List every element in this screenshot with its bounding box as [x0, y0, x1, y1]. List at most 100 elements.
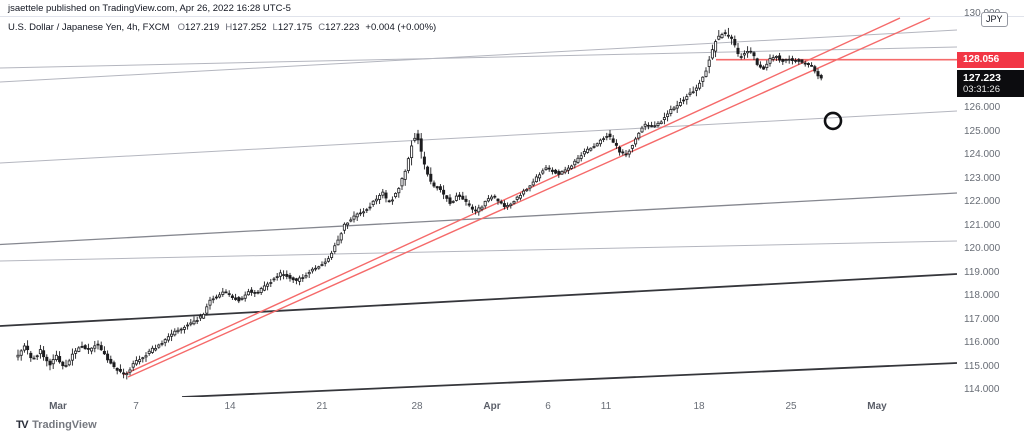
candle-body — [362, 211, 366, 214]
candle-body — [282, 274, 286, 276]
candle-body — [458, 194, 462, 197]
candle-body — [266, 283, 270, 287]
tradingview-logo-text: TradingView — [32, 419, 97, 431]
tradingview-logo[interactable]: TV TradingView — [16, 419, 97, 431]
circle-annotation[interactable] — [823, 111, 843, 131]
price-axis-label-123.000: 123.000 — [964, 172, 1001, 184]
red-trendline-1[interactable] — [122, 17, 901, 376]
candle-body — [691, 91, 695, 94]
candle-body — [669, 109, 673, 114]
candle-body — [195, 320, 199, 322]
candle-body — [688, 92, 692, 95]
candle-body — [566, 167, 570, 171]
candle-body — [742, 53, 746, 56]
candle-body — [288, 275, 292, 279]
channel-line-7[interactable] — [181, 362, 957, 397]
channel-line-6[interactable] — [0, 273, 957, 327]
candle-body — [374, 198, 378, 202]
time-axis-label-6: 6 — [545, 401, 551, 412]
time-axis-label-Apr: Apr — [483, 401, 501, 412]
ohlc-value-H: 127.252 — [232, 22, 267, 33]
candle-body — [717, 35, 721, 40]
candle-body — [314, 267, 318, 270]
candle-body — [19, 350, 23, 356]
symbol-title[interactable]: U.S. Dollar / Japanese Yen, 4h, FXCM — [8, 22, 170, 33]
candle-body — [118, 368, 122, 372]
candle-body — [467, 203, 471, 206]
candle-body — [547, 167, 551, 170]
candle-body — [138, 359, 142, 363]
candle-body — [710, 49, 714, 59]
candle-body — [381, 191, 385, 196]
candle-body — [397, 188, 401, 194]
candle-body — [371, 200, 375, 206]
red-trendline-2[interactable] — [127, 17, 931, 378]
time-axis[interactable]: Mar 7 14 21 28 Apr 6 11 18 25 May — [0, 398, 957, 416]
channel-line-4[interactable] — [0, 192, 957, 246]
candle-body — [227, 293, 231, 295]
candle-body — [589, 147, 593, 151]
candle-body — [506, 205, 510, 208]
ohlc-value-L: 127.175 — [277, 22, 313, 33]
candle-body — [602, 138, 606, 140]
candle-body — [42, 350, 46, 358]
candle-body — [269, 282, 273, 284]
candle-body — [342, 223, 346, 231]
candle-body — [150, 347, 154, 353]
candle-body — [762, 66, 766, 70]
candle-body — [294, 278, 298, 281]
candle-body — [704, 70, 708, 77]
candle-body — [112, 362, 116, 368]
candle-body — [413, 137, 417, 141]
ohlc-value-C: 127.223 — [325, 22, 360, 33]
last-price-value: 127.223 — [963, 72, 1001, 85]
candle-body — [464, 198, 468, 202]
candle-body — [86, 348, 90, 350]
candle-body — [650, 125, 654, 127]
candle-body — [70, 353, 74, 361]
candle-body — [618, 147, 622, 153]
bar-countdown-timer: 03:31:26 — [963, 84, 1000, 96]
candlestick-series — [16, 27, 823, 380]
channel-line-2[interactable] — [0, 46, 957, 69]
candle-body — [349, 219, 353, 222]
channel-line-3[interactable] — [0, 110, 957, 164]
candle-body — [368, 206, 372, 209]
candle-body — [32, 357, 36, 360]
candle-body — [461, 195, 465, 200]
candle-body — [77, 347, 81, 352]
candle-body — [797, 59, 801, 62]
candle-body — [291, 277, 295, 281]
currency-toggle-button[interactable]: JPY — [981, 12, 1008, 27]
candle-body — [544, 167, 548, 170]
candle-body — [74, 350, 78, 354]
candle-body — [278, 272, 282, 277]
candle-body — [83, 345, 87, 350]
time-axis-label-Mar: Mar — [49, 401, 67, 412]
price-axis-label-118.000: 118.000 — [964, 290, 1000, 301]
candle-body — [752, 52, 756, 57]
candle-body — [310, 268, 314, 272]
candle-body — [480, 206, 484, 210]
candle-body — [102, 350, 106, 355]
candle-body — [771, 57, 775, 60]
ohlc-key-C: C — [318, 22, 326, 33]
candle-body — [230, 295, 234, 298]
candle-body — [781, 58, 785, 62]
time-axis-label-May: May — [867, 401, 887, 412]
price-axis-label-116.000: 116.000 — [964, 337, 1000, 348]
candle-body — [51, 359, 55, 365]
candle-body — [214, 296, 218, 299]
candle-body — [122, 372, 126, 375]
chart-pane[interactable] — [0, 17, 957, 397]
candle-body — [557, 171, 561, 175]
candle-body — [253, 292, 257, 294]
channel-line-1[interactable] — [0, 29, 957, 83]
candle-body — [739, 56, 743, 58]
candle-body — [166, 336, 170, 341]
candle-body — [29, 352, 33, 359]
channel-line-5[interactable] — [0, 240, 957, 262]
candle-body — [128, 369, 132, 373]
candle-body — [250, 289, 254, 293]
